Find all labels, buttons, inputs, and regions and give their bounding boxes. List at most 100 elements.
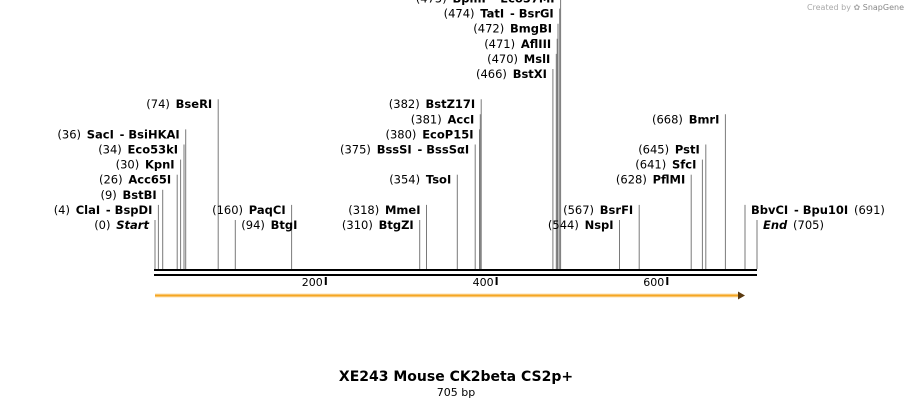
- site-position: (567): [563, 203, 594, 217]
- enzyme-name: MmeI: [379, 203, 420, 217]
- site-position: (94): [241, 218, 265, 232]
- cut-site-label-475[interactable]: (475) BpmI - Eco57MI: [416, 0, 555, 6]
- enzyme-name: - Eco57MI: [486, 0, 555, 6]
- enzyme-name: PstI: [669, 143, 700, 157]
- site-position: (544): [548, 218, 579, 232]
- enzyme-name: BstZ17I: [420, 97, 475, 111]
- site-position: (628): [616, 173, 647, 187]
- enzyme-name: BseRI: [170, 97, 212, 111]
- enzyme-name: BtgI: [265, 218, 298, 232]
- site-position: (691): [848, 203, 885, 217]
- site-position: (470): [487, 52, 518, 66]
- enzyme-name: BsrFI: [594, 203, 633, 217]
- cut-site-label-645[interactable]: (645) PstI: [638, 143, 700, 157]
- snapgene-logo-icon: ✿: [853, 3, 861, 12]
- site-position: (381): [411, 112, 442, 126]
- enzyme-name: TatI: [475, 7, 505, 21]
- site-position: (705): [787, 218, 824, 232]
- enzyme-name: Eco53kI: [122, 143, 178, 157]
- cut-site-label-381[interactable]: (381) AccI: [411, 112, 475, 126]
- leader-lines: [154, 0, 758, 269]
- site-position: (471): [484, 37, 515, 51]
- cut-site-label-375[interactable]: (375) BssSI - BssSαI: [340, 143, 469, 157]
- cut-site-label-4[interactable]: (4) ClaI - BspDI: [54, 203, 153, 217]
- cut-site-label-160[interactable]: (160) PaqCI: [212, 203, 286, 217]
- cut-site-label-380[interactable]: (380) EcoP15I: [386, 127, 474, 141]
- enzyme-name: - Bpu10I: [788, 203, 848, 217]
- enzyme-name: Acc65I: [123, 173, 172, 187]
- cut-site-label-691[interactable]: BbvCI - Bpu10I (691): [751, 203, 885, 217]
- enzyme-name: AflIII: [515, 37, 551, 51]
- site-position: (380): [386, 127, 417, 141]
- cut-site-label-0[interactable]: (0) Start: [94, 218, 149, 232]
- cut-site-label-30[interactable]: (30) KpnI: [116, 158, 175, 172]
- ruler-ticks: 200 400 600: [302, 276, 669, 289]
- cut-site-label-567[interactable]: (567) BsrFI: [563, 203, 633, 217]
- site-position: (36): [57, 127, 81, 141]
- cut-site-label-9[interactable]: (9) BstBI: [101, 188, 157, 202]
- ruler-tick-label-400: 400: [473, 276, 494, 289]
- cut-site-label-36[interactable]: (36) SacI - BsiHKAI: [57, 127, 179, 141]
- site-position: (160): [212, 203, 243, 217]
- enzyme-name: - BssSαI: [412, 143, 469, 157]
- enzyme-name: BbvCI: [751, 203, 788, 217]
- site-position: (375): [340, 143, 371, 157]
- enzyme-name: PflMI: [647, 173, 685, 187]
- cut-site-label-318[interactable]: (318) MmeI: [348, 203, 420, 217]
- enzyme-name: Start: [110, 218, 149, 232]
- site-position: (354): [389, 173, 420, 187]
- cut-site-label-310[interactable]: (310) BtgZI: [342, 218, 414, 232]
- credit-brand: SnapGene: [862, 3, 904, 12]
- site-position: (4): [54, 203, 70, 217]
- enzyme-name: - BsiHKAI: [114, 127, 180, 141]
- cut-site-label-94[interactable]: (94) BtgI: [241, 218, 297, 232]
- cut-site-label-474[interactable]: (474) TatI - BsrGI: [444, 7, 554, 21]
- cut-site-label-544[interactable]: (544) NspI: [548, 218, 614, 232]
- site-position: (318): [348, 203, 379, 217]
- cut-site-label-26[interactable]: (26) Acc65I: [99, 173, 171, 187]
- enzyme-name: MslI: [518, 52, 550, 66]
- cut-site-label-472[interactable]: (472) BmgBI: [473, 22, 552, 36]
- enzyme-name: BstBI: [117, 188, 157, 202]
- enzyme-name: End: [763, 218, 788, 232]
- cut-site-label-705[interactable]: End (705): [763, 218, 824, 232]
- site-position: (74): [146, 97, 170, 111]
- cut-site-label-668[interactable]: (668) BmrI: [652, 112, 719, 126]
- enzyme-name: BmrI: [683, 112, 719, 126]
- enzyme-name: BtgZI: [373, 218, 414, 232]
- enzyme-name: PaqCI: [243, 203, 286, 217]
- site-position: (0): [94, 218, 110, 232]
- enzyme-name: NspI: [579, 218, 614, 232]
- site-position: (668): [652, 112, 683, 126]
- cut-site-label-471[interactable]: (471) AflIII: [484, 37, 551, 51]
- dna-backbone: [154, 269, 757, 276]
- ruler-tick-label-200: 200: [302, 276, 323, 289]
- cut-site-label-354[interactable]: (354) TsoI: [389, 173, 451, 187]
- site-position: (645): [638, 143, 669, 157]
- enzyme-labels: (0) Start(4) ClaI - BspDI(9) BstBI(26) A…: [54, 0, 885, 232]
- enzyme-name: BpmI: [447, 0, 486, 6]
- enzyme-name: KpnI: [139, 158, 174, 172]
- enzyme-name: - BspDI: [100, 203, 152, 217]
- cut-site-label-466[interactable]: (466) BstXI: [476, 67, 547, 81]
- cut-site-label-382[interactable]: (382) BstZ17I: [389, 97, 475, 111]
- orf-arrow-head-icon: [738, 291, 745, 300]
- site-position: (9): [101, 188, 117, 202]
- cut-site-label-34[interactable]: (34) Eco53kI: [98, 143, 178, 157]
- site-position: (26): [99, 173, 123, 187]
- cut-site-label-628[interactable]: (628) PflMI: [616, 173, 685, 187]
- credit-prefix: Created by: [806, 3, 851, 12]
- enzyme-name: SfcI: [666, 158, 696, 172]
- enzyme-name: SacI: [81, 127, 114, 141]
- cut-site-label-470[interactable]: (470) MslI: [487, 52, 550, 66]
- enzyme-name: EcoP15I: [416, 127, 473, 141]
- site-position: (310): [342, 218, 373, 232]
- map-length: 705 bp: [436, 386, 476, 399]
- cut-site-label-641[interactable]: (641) SfcI: [635, 158, 696, 172]
- enzyme-name: AccI: [442, 112, 475, 126]
- cut-site-label-74[interactable]: (74) BseRI: [146, 97, 212, 111]
- site-position: (475): [416, 0, 447, 6]
- site-position: (34): [98, 143, 122, 157]
- enzyme-name: BstXI: [507, 67, 547, 81]
